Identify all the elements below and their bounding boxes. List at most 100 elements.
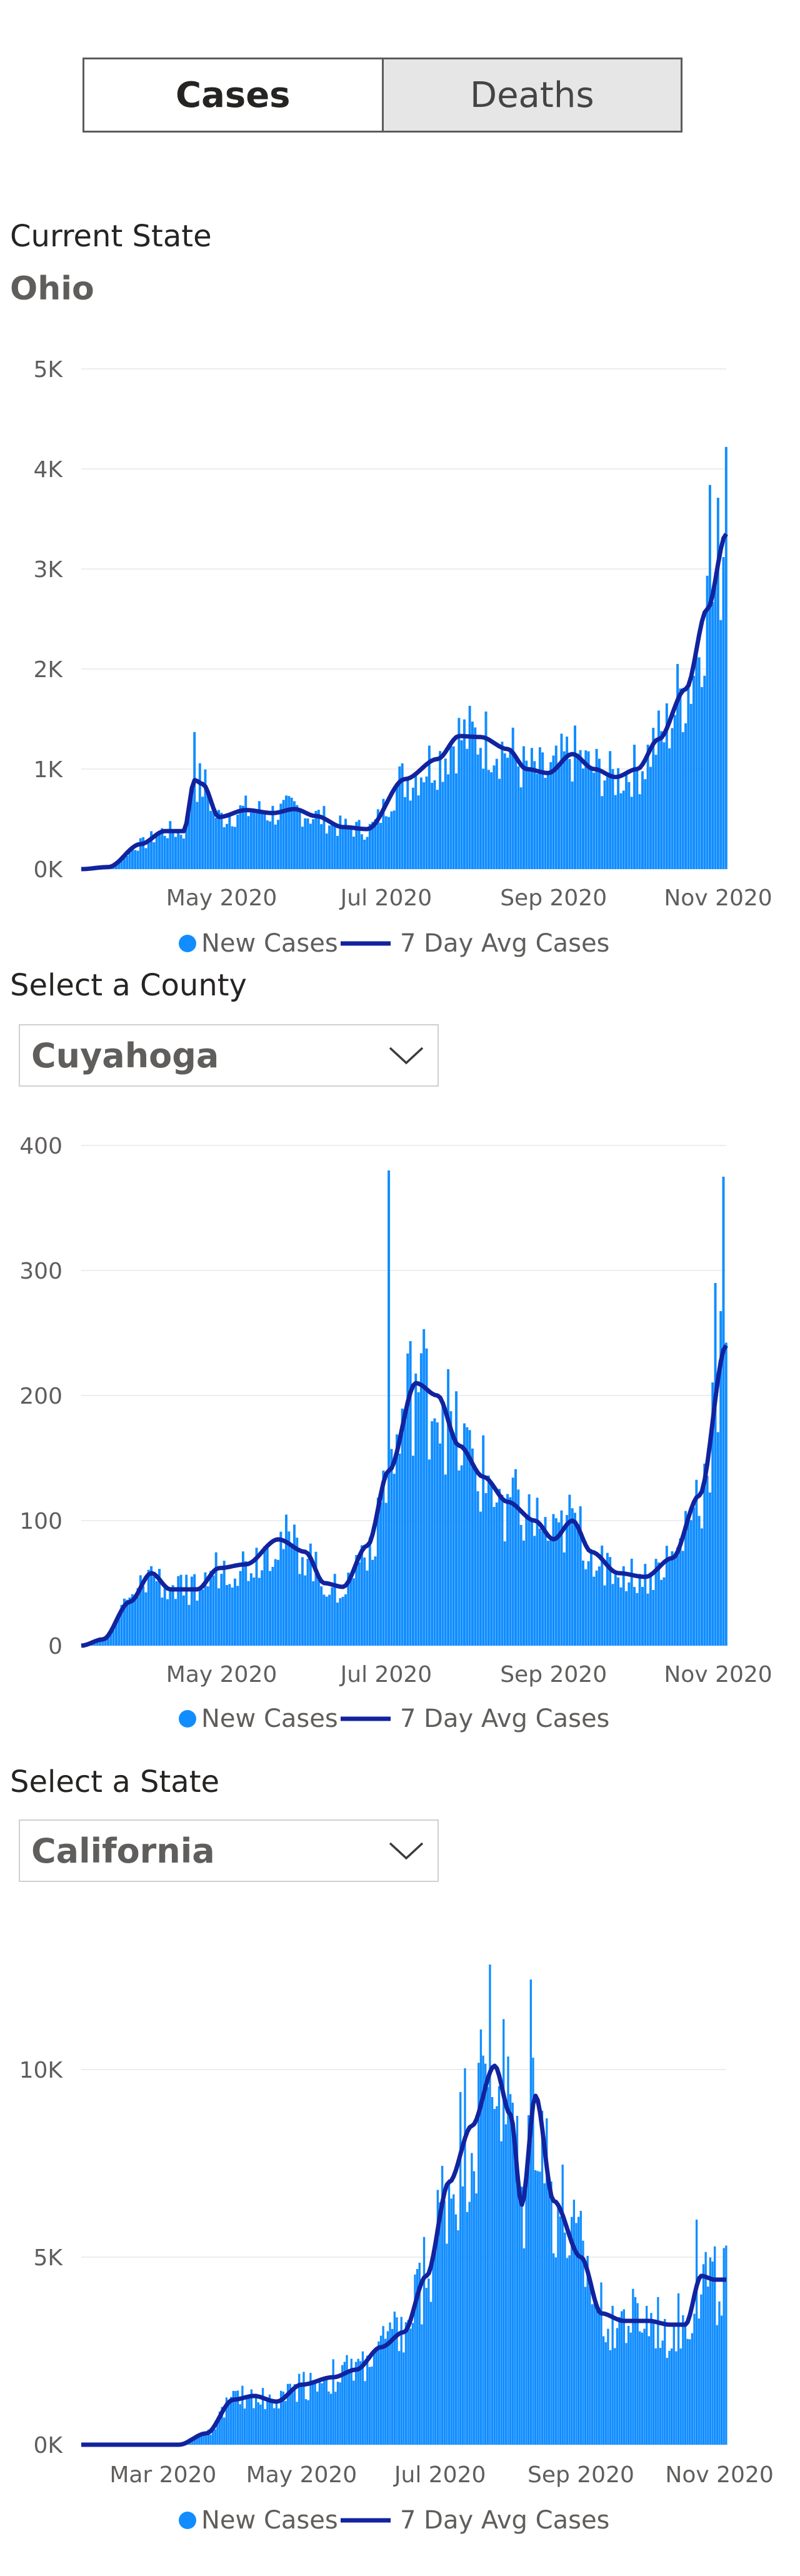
legend-label-new-cases: New Cases bbox=[201, 2506, 338, 2535]
bar bbox=[198, 2434, 201, 2445]
bar bbox=[493, 2108, 496, 2445]
bar bbox=[348, 2372, 351, 2445]
bar bbox=[209, 1571, 212, 1646]
bar bbox=[301, 827, 304, 869]
bar bbox=[660, 731, 663, 869]
bar bbox=[419, 1353, 422, 1646]
bar bbox=[368, 1537, 371, 1646]
bar bbox=[716, 498, 719, 869]
bar bbox=[633, 745, 636, 869]
bar bbox=[352, 837, 355, 869]
state-select-label: Select a State bbox=[10, 1764, 220, 1799]
x-tick-label: Sep 2020 bbox=[500, 1662, 607, 1688]
bar bbox=[205, 2435, 208, 2445]
bar bbox=[622, 790, 625, 869]
bar bbox=[261, 813, 264, 869]
bar bbox=[288, 1531, 291, 1646]
bar bbox=[360, 1545, 363, 1646]
bar bbox=[452, 1432, 455, 1646]
bar bbox=[571, 2216, 573, 2445]
bar bbox=[212, 1575, 215, 1646]
bar bbox=[492, 765, 496, 869]
bar bbox=[464, 2068, 466, 2445]
bar bbox=[234, 2391, 237, 2445]
bar bbox=[643, 2328, 646, 2445]
bar bbox=[503, 1541, 506, 1646]
bar bbox=[378, 2341, 380, 2445]
bar bbox=[411, 787, 414, 869]
bar bbox=[458, 718, 461, 869]
bar bbox=[714, 2246, 716, 2445]
bar bbox=[703, 1463, 706, 1646]
y-tick-label: 1K bbox=[33, 757, 63, 783]
y-tick-label: 0K bbox=[33, 2433, 63, 2458]
bar bbox=[218, 810, 221, 869]
bar bbox=[522, 746, 525, 869]
bar bbox=[436, 2190, 439, 2445]
bar bbox=[633, 1587, 636, 1646]
bar bbox=[112, 1626, 115, 1646]
bar bbox=[487, 770, 490, 869]
bar bbox=[147, 842, 150, 869]
bar bbox=[185, 816, 188, 869]
bar bbox=[541, 1531, 544, 1646]
bar bbox=[339, 1598, 342, 1646]
bar bbox=[471, 2153, 473, 2445]
bar bbox=[457, 2230, 459, 2445]
bar bbox=[419, 777, 422, 869]
y-tick-label: 300 bbox=[19, 1259, 62, 1284]
bar bbox=[261, 2388, 264, 2445]
bar bbox=[114, 865, 118, 869]
bar bbox=[311, 2383, 314, 2445]
bar bbox=[719, 620, 722, 869]
bar bbox=[577, 2216, 580, 2445]
bar bbox=[374, 819, 377, 869]
bar bbox=[136, 850, 139, 869]
bar bbox=[619, 1587, 622, 1646]
bar bbox=[552, 1514, 555, 1646]
bar bbox=[528, 2115, 530, 2445]
bar bbox=[126, 855, 129, 869]
bar bbox=[720, 2315, 723, 2445]
bar bbox=[382, 1470, 385, 1646]
bar bbox=[571, 1508, 574, 1646]
bar bbox=[411, 2323, 414, 2445]
bar bbox=[432, 2255, 434, 2445]
bar bbox=[659, 2348, 662, 2445]
cases-tab[interactable]: Cases bbox=[84, 59, 384, 131]
bar bbox=[366, 837, 369, 869]
bar bbox=[389, 2322, 391, 2445]
current-state-value: Ohio bbox=[10, 270, 94, 308]
avg-line bbox=[81, 2063, 726, 2447]
bar bbox=[328, 2391, 330, 2445]
bar bbox=[546, 2118, 548, 2445]
bar bbox=[679, 688, 682, 869]
bar bbox=[691, 2333, 694, 2445]
bar bbox=[500, 2141, 502, 2445]
bar bbox=[478, 2063, 480, 2445]
bar bbox=[169, 821, 172, 869]
bar bbox=[390, 1449, 393, 1646]
bar bbox=[331, 821, 334, 869]
deaths-tab[interactable]: Deaths bbox=[383, 59, 681, 131]
bar bbox=[391, 2328, 394, 2445]
bar bbox=[396, 783, 399, 869]
bar bbox=[587, 751, 590, 869]
bar bbox=[286, 2383, 289, 2445]
bar bbox=[484, 2063, 487, 2445]
bar bbox=[321, 2383, 323, 2445]
bar bbox=[131, 848, 134, 869]
bar bbox=[425, 776, 428, 869]
bar bbox=[171, 832, 174, 869]
state-dropdown[interactable]: California bbox=[19, 1819, 439, 1882]
bar bbox=[236, 814, 239, 869]
bar bbox=[614, 795, 617, 869]
bar bbox=[190, 795, 193, 869]
bar bbox=[607, 2328, 609, 2445]
bar bbox=[404, 2322, 408, 2445]
bar bbox=[484, 1493, 488, 1646]
y-tick-label: 3K bbox=[33, 557, 63, 583]
bar bbox=[433, 1418, 436, 1646]
bar bbox=[629, 2332, 632, 2445]
county-dropdown[interactable]: Cuyahoga bbox=[19, 1024, 439, 1087]
